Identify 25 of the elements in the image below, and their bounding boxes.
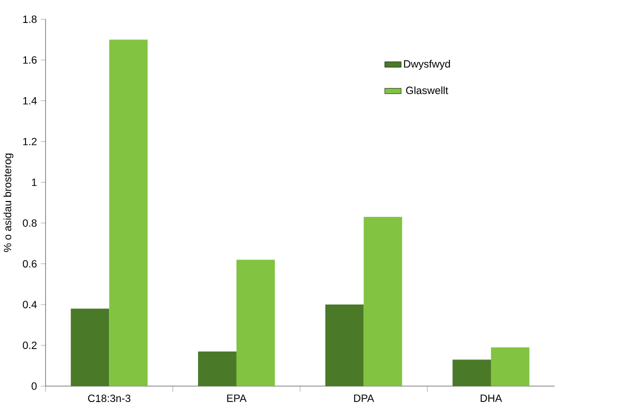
y-tick-label: 1 <box>32 178 37 186</box>
legend-label: Glaswellt <box>406 86 448 94</box>
y-tick-label: 1.2 <box>23 138 37 146</box>
y-tick-label: 0.8 <box>22 219 37 227</box>
y-tick-label: 0.2 <box>22 342 37 349</box>
legend-label: Dwysfwyd <box>404 60 450 70</box>
x-tick-label: C18:3n-3 <box>88 394 130 402</box>
y-tick-label: 0 <box>32 382 37 390</box>
bar <box>236 260 275 386</box>
y-axis-title: % o asidau brosterog <box>4 154 14 252</box>
y-tick-label: 1.8 <box>23 15 37 23</box>
bar <box>325 304 364 386</box>
bar <box>490 347 530 386</box>
x-tick-label: DHA <box>480 394 502 402</box>
y-tick-label: 1.4 <box>23 97 37 104</box>
x-tick-label: EPA <box>227 394 247 402</box>
bar <box>198 351 236 386</box>
bar <box>70 308 110 386</box>
bar <box>452 359 491 386</box>
x-tick-label: DPA <box>354 394 374 402</box>
y-tick-label: 1.6 <box>23 56 37 64</box>
y-tick-label: 0.4 <box>22 300 37 308</box>
bar <box>109 39 148 386</box>
y-tick-label: 0.6 <box>22 260 37 268</box>
bar <box>364 216 402 386</box>
